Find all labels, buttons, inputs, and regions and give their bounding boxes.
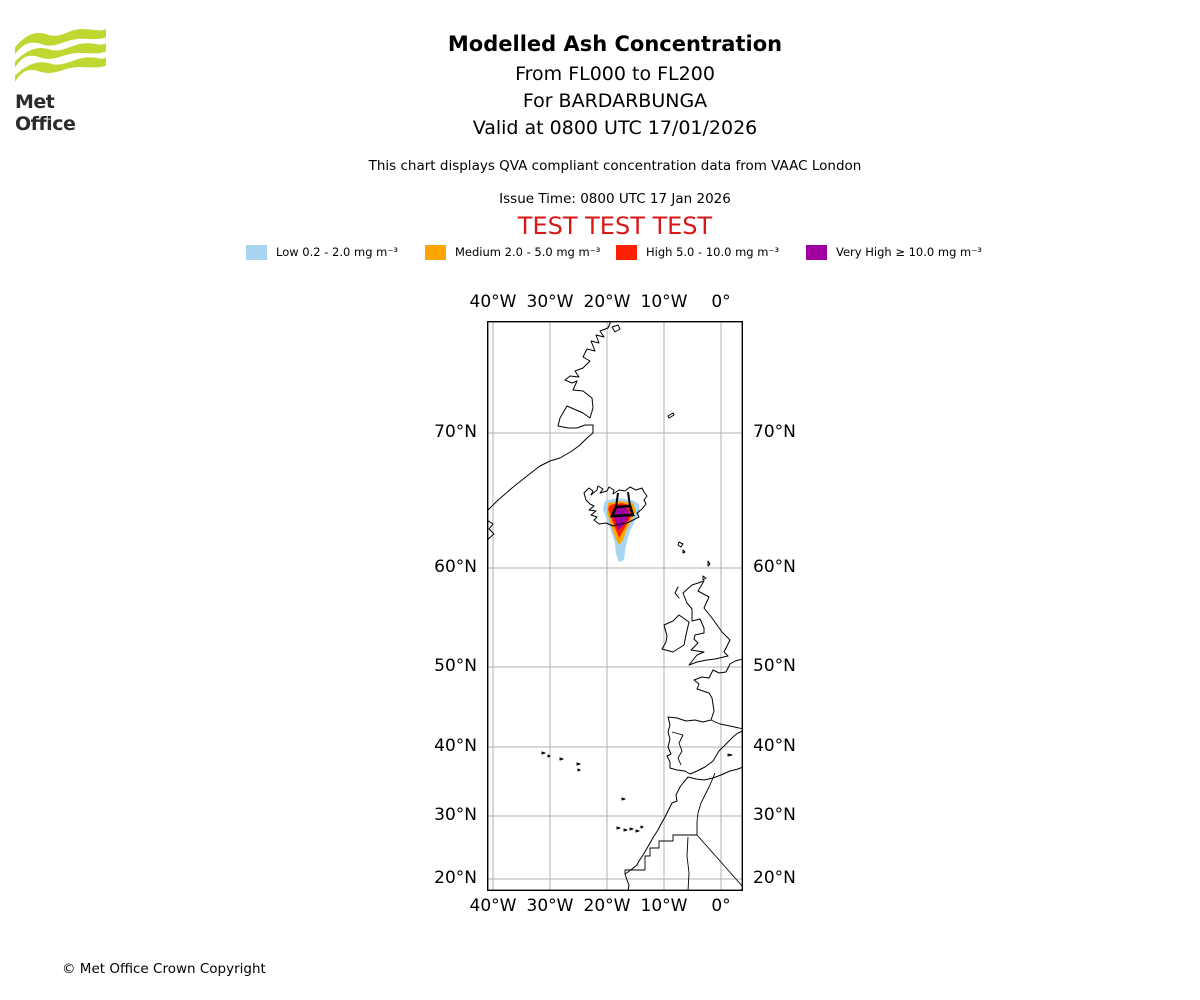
balearic-island (727, 753, 733, 757)
copyright-notice: © Met Office Crown Copyright (62, 961, 266, 977)
lon-label-top-30w: 30°W (526, 292, 574, 312)
lat-label-right-40n: 40°N (753, 736, 796, 756)
coastlines (487, 321, 743, 891)
legend-swatch-very-high (806, 244, 827, 260)
border-algeria-mali-diagonal (696, 834, 743, 888)
graticule (487, 321, 743, 891)
legend-label-high: High 5.0 - 10.0 mg m⁻³ (646, 245, 780, 259)
legend-swatch-medium (425, 244, 446, 260)
lon-label-bottom-10w: 10°W (640, 896, 688, 916)
border-portugal-spain (671, 731, 684, 766)
qva-info-line: This chart displays QVA compliant concen… (368, 158, 862, 174)
lat-label-left-40n: 40°N (434, 736, 477, 756)
met-office-waves-icon (15, 29, 106, 82)
legend-label-low: Low 0.2 - 2.0 mg m⁻³ (276, 245, 399, 259)
test-banner: TEST TEST TEST (517, 212, 713, 240)
legend-item-high: High 5.0 - 10.0 mg m⁻³ (616, 244, 779, 260)
border-france-spain (710, 719, 743, 730)
logo-wordmark: Met Office (15, 91, 76, 135)
legend-swatch-high (616, 244, 637, 260)
lat-label-right-60n: 60°N (753, 557, 796, 577)
lon-label-bottom-20w: 20°W (583, 896, 631, 916)
coast-north-africa (624, 766, 743, 891)
lat-label-right-20n: 20°N (753, 868, 796, 888)
coast-great-britain (682, 580, 731, 666)
border-west-sahara-steps (624, 834, 697, 874)
lon-label-top-40w: 40°W (469, 292, 517, 312)
legend-item-medium: Medium 2.0 - 5.0 mg m⁻³ (425, 244, 600, 260)
hebrides-islands (674, 586, 680, 599)
orkney-island (702, 575, 707, 581)
lon-label-bottom-30w: 30°W (526, 896, 574, 916)
legend-label-medium: Medium 2.0 - 5.0 mg m⁻³ (455, 245, 601, 259)
legend-item-low: Low 0.2 - 2.0 mg m⁻³ (246, 244, 398, 260)
canary-islands (616, 825, 644, 833)
coast-iceland (583, 485, 648, 527)
map-frame (487, 321, 743, 891)
madeira-island (621, 797, 626, 801)
subtitle-valid-time: Valid at 0800 UTC 17/01/2026 (472, 117, 758, 139)
lon-label-bottom-40w: 40°W (469, 896, 517, 916)
page-title: Modelled Ash Concentration (447, 32, 783, 56)
issue-time: Issue Time: 0800 UTC 17 Jan 2026 (499, 191, 731, 207)
border-morocco-algeria (696, 772, 716, 835)
coast-greenland-south (487, 519, 495, 541)
lon-label-top-20w: 20°W (583, 292, 631, 312)
legend-item-very-high: Very High ≥ 10.0 mg m⁻³ (806, 244, 982, 260)
coast-greenland (487, 321, 612, 512)
lat-label-right-30n: 30°N (753, 805, 796, 825)
map-panel: 40°W 30°W 20°W 10°W 0° 40°W 30°W 20°W 10… (434, 292, 796, 916)
country-borders (624, 719, 743, 891)
lat-label-left-20n: 20°N (434, 868, 477, 888)
greenland-islet (611, 324, 621, 333)
lat-label-left-30n: 30°N (434, 805, 477, 825)
lat-label-right-50n: 50°N (753, 656, 796, 676)
jan-mayen-island (667, 412, 675, 419)
lat-label-left-70n: 70°N (434, 422, 477, 442)
coast-france-iberia (666, 658, 743, 775)
border-mauritania-mali (686, 836, 690, 891)
lon-label-top-10w: 10°W (640, 292, 688, 312)
lon-label-top-0: 0° (711, 292, 731, 312)
coast-ireland (661, 614, 690, 653)
lon-label-bottom-0: 0° (711, 896, 731, 916)
lat-label-left-50n: 50°N (434, 656, 477, 676)
faroe-islands (677, 541, 686, 554)
subtitle-flight-levels: From FL000 to FL200 (515, 63, 715, 85)
lat-label-right-70n: 70°N (753, 422, 796, 442)
volcano-source-polygon (609, 491, 635, 518)
legend-swatch-low (246, 244, 267, 260)
map-canvas (487, 321, 743, 891)
legend-label-very-high: Very High ≥ 10.0 mg m⁻³ (836, 245, 982, 259)
ash-contour-very-high (613, 507, 629, 530)
high-swatch-rect (616, 244, 637, 260)
very-high-swatch-rect (806, 244, 827, 260)
medium-swatch-rect (425, 244, 446, 260)
lat-label-left-60n: 60°N (434, 557, 477, 577)
low-swatch-rect (246, 244, 267, 260)
azores-islands (541, 751, 581, 772)
shetland-island (707, 560, 711, 567)
subtitle-volcano: For BARDARBUNGA (522, 90, 708, 112)
met-office-logo: Met Office (15, 27, 115, 135)
